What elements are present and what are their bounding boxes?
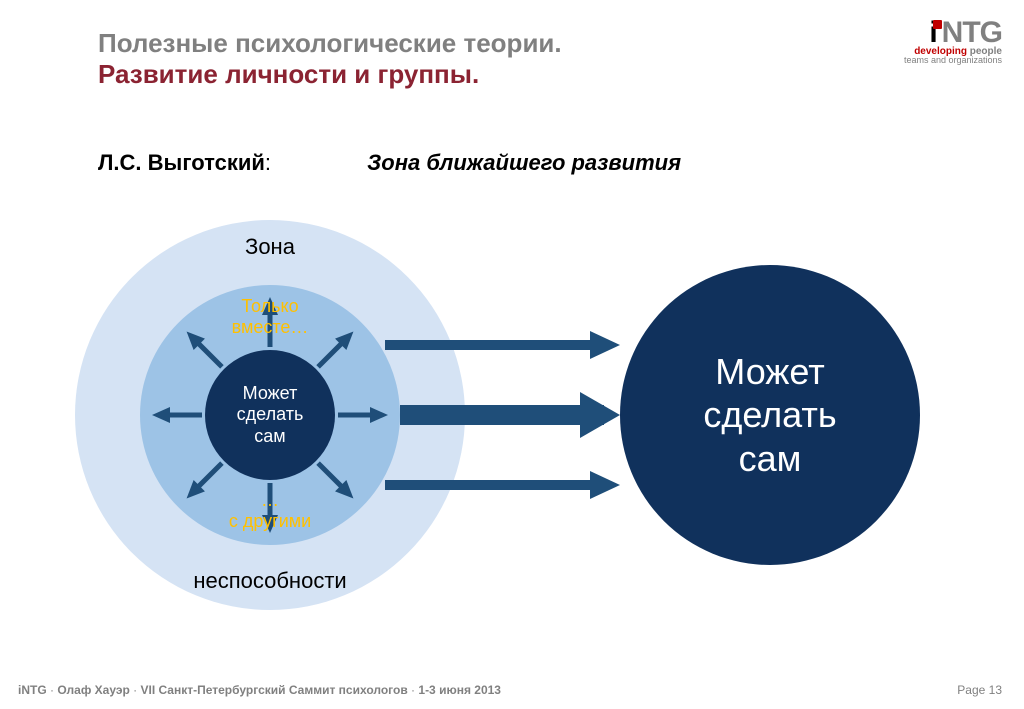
slide-title: Полезные психологические теории. Развити…: [98, 28, 562, 90]
logo-ntg: NTG: [942, 16, 1002, 49]
subtitle-sep: :: [265, 150, 271, 175]
middle-zone-label-bottom: …с другими: [190, 490, 350, 534]
inner-circle-label: Можетсделатьсам: [237, 383, 304, 448]
logo-tagline-2: teams and organizations: [904, 55, 1002, 65]
outer-zone-label-bottom: неспособности: [150, 568, 390, 596]
inner-circle: Можетсделатьсам: [205, 350, 335, 480]
zpd-diagram: Зона неспособности Тольковместе… …с друг…: [50, 200, 974, 630]
footer: iNTG · Олаф Хауэр · VII Санкт-Петербургс…: [18, 683, 501, 697]
subtitle-author: Л.С. Выготский: [98, 150, 265, 175]
brand-logo: iNTG developing people teams and organiz…: [904, 16, 1002, 65]
middle-zone-label-top: Тольковместе…: [190, 296, 350, 340]
logo-wordmark: iNTG: [904, 16, 1002, 50]
subtitle: Л.С. Выготский: Зона ближайшего развития: [98, 150, 681, 176]
footer-author: Олаф Хауэр: [57, 683, 129, 697]
right-circle-label: Можетсделатьсам: [703, 350, 836, 480]
right-circle: Можетсделатьсам: [620, 265, 920, 565]
page-number: Page 13: [957, 683, 1002, 697]
title-line-1: Полезные психологические теории.: [98, 28, 562, 59]
title-line-2: Развитие личности и группы.: [98, 59, 562, 90]
footer-brand: iNTG: [18, 683, 47, 697]
footer-event: VII Санкт-Петербургский Саммит психолого…: [140, 683, 407, 697]
outer-zone-label-top: Зона: [170, 234, 370, 262]
subtitle-concept: Зона ближайшего развития: [367, 150, 681, 175]
logo-dot-icon: [933, 20, 942, 29]
footer-date: 1-3 июня 2013: [418, 683, 501, 697]
